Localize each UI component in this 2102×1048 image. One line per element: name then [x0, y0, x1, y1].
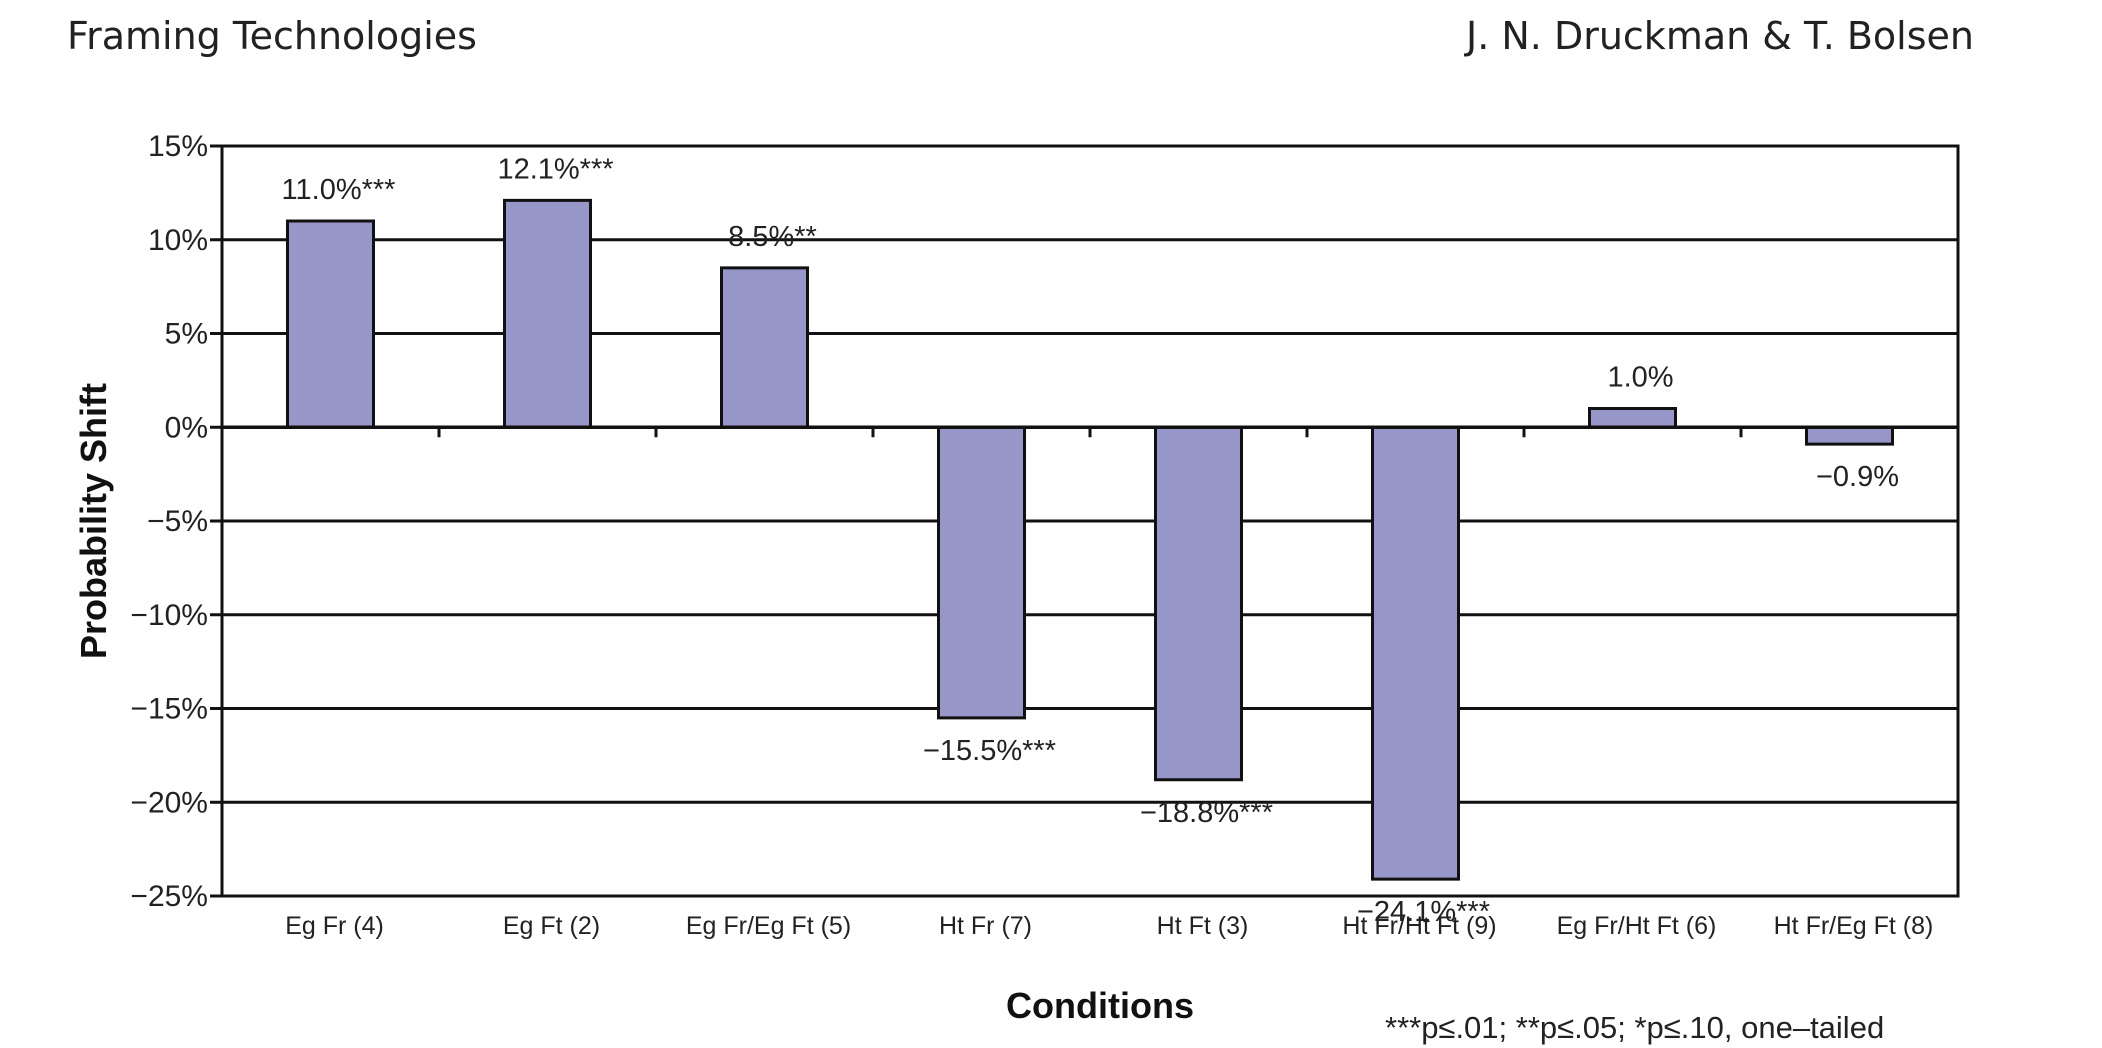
- y-tick-label: −5%: [147, 505, 208, 538]
- grid-lines: [222, 144, 1958, 898]
- bar: [1588, 407, 1677, 429]
- y-tick-label: 10%: [148, 224, 208, 257]
- y-tick-label: −10%: [130, 599, 208, 632]
- y-tick-label: 15%: [148, 130, 208, 163]
- y-tick-labels: 15% 10% 5% 0% −5% −10% −15% −20% −25%: [130, 130, 208, 913]
- data-label: −0.9%: [1816, 461, 1899, 493]
- page-authors: J. N. Druckman & T. Bolsen: [1466, 14, 1974, 58]
- y-tick-label: −25%: [130, 880, 208, 913]
- bar: [1371, 425, 1460, 881]
- data-label: 12.1%***: [497, 153, 613, 185]
- y-tick-label: −15%: [130, 693, 208, 726]
- x-category-label: Ht Fr (7): [939, 912, 1032, 940]
- data-label: −24.1%***: [1357, 896, 1490, 928]
- y-axis-title: Probability Shift: [73, 383, 114, 659]
- axes: [210, 144, 1960, 898]
- data-label: −18.8%***: [1140, 797, 1273, 829]
- data-label: −15.5%***: [923, 735, 1056, 767]
- bar: [286, 219, 375, 429]
- bar: [503, 198, 592, 429]
- y-tick-label: 0%: [165, 411, 208, 444]
- x-category-label: Ht Fr/Eg Ft (8): [1774, 912, 1934, 940]
- x-category-label: Eg Fr (4): [285, 912, 384, 940]
- x-category-label: Eg Fr/Eg Ft (5): [686, 912, 851, 940]
- x-axis-title: Conditions: [1006, 985, 1194, 1026]
- x-category-label: Eg Ft (2): [503, 912, 600, 940]
- y-tick-label: −20%: [130, 786, 208, 819]
- x-category-labels: Eg Fr (4) Eg Ft (2) Eg Fr/Eg Ft (5) Ht Fr (…: [285, 912, 1933, 940]
- x-category-label: Ht Fr/Ht Ft (9): [1342, 912, 1496, 940]
- bars: [286, 198, 1894, 881]
- bar: [720, 266, 809, 429]
- bar: [1805, 425, 1894, 446]
- significance-note: ***p≤.01; **p≤.05; *p≤.10, one–tailed: [1385, 1010, 1884, 1045]
- y-tick-label: 5%: [165, 318, 208, 351]
- x-category-label: Ht Ft (3): [1157, 912, 1249, 940]
- data-label: 1.0%: [1607, 362, 1673, 394]
- data-label: 11.0%***: [282, 174, 396, 206]
- page-title: Framing Technologies: [67, 14, 477, 58]
- x-category-label: Eg Fr/Ht Ft (6): [1557, 912, 1717, 940]
- plot-frame: [220, 144, 1960, 898]
- bar: [1154, 425, 1243, 782]
- data-labels: 11.0%*** 12.1%*** 8.5%** −15.5%*** −18.8%***…: [282, 153, 1899, 928]
- bar: [937, 425, 1026, 720]
- data-label: 8.5%**: [728, 221, 817, 253]
